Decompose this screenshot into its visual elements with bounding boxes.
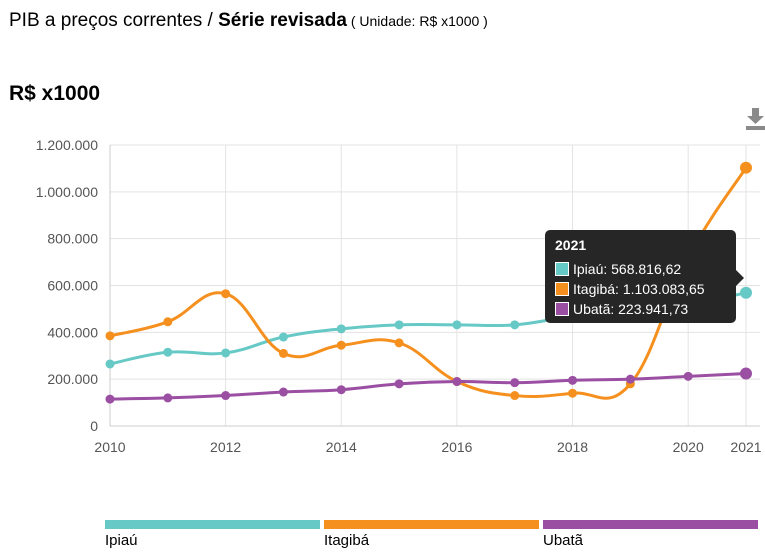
y-tick-label: 0 [90, 418, 98, 434]
data-point-ipiau [510, 320, 520, 330]
tooltip-row-ipiau: Ipiaú: 568.816,62 [555, 261, 681, 277]
legend-label-ipiau: Ipiaú [105, 532, 138, 549]
y-tick-label: 1.000.000 [36, 184, 98, 200]
tooltip-swatch-ubata [555, 302, 569, 316]
data-point-itagiba [221, 289, 231, 299]
legend-item-ipiau[interactable]: Ipiaú [105, 520, 320, 550]
legend-item-ubata[interactable]: Ubatã [543, 520, 758, 550]
y-tick-label: 800.000 [47, 231, 98, 247]
data-point-ubata [278, 387, 288, 397]
data-point-ubata [510, 378, 520, 388]
download-icon[interactable] [746, 108, 765, 130]
data-point-ipiau [336, 324, 346, 334]
data-point-ubata [568, 375, 578, 385]
tooltip-text-itagiba: Itagibá: 1.103.083,65 [573, 281, 705, 297]
unit-subtitle: R$ x1000 [9, 82, 101, 105]
x-tick-label: 2012 [210, 439, 241, 455]
legend-label-ubata: Ubatã [543, 532, 584, 549]
data-point-ipiau [452, 320, 462, 330]
series-line-ubata [109, 372, 747, 401]
data-point-ubata [394, 379, 404, 389]
legend-bar-itagiba [324, 520, 539, 529]
tooltip-arrow [736, 270, 744, 286]
data-point-itagiba [105, 331, 115, 341]
data-point-itagiba [278, 348, 288, 358]
data-point-itagiba [510, 391, 520, 401]
data-point-ubata [163, 393, 173, 403]
data-point-ubata [625, 374, 635, 384]
data-point-ipiau [394, 320, 404, 330]
y-tick-label: 400.000 [47, 324, 98, 340]
chart-title: PIB a preços correntes / Série revisada … [9, 10, 488, 32]
data-point-ipiau [278, 332, 288, 342]
x-tick-label: 2014 [326, 439, 357, 455]
data-point-ipiau [221, 348, 231, 358]
x-tick-label: 2018 [557, 439, 588, 455]
tooltip-title: 2021 [555, 237, 587, 253]
y-tick-label: 1.200.000 [36, 137, 98, 153]
data-point-itagiba [163, 317, 173, 327]
x-tick-label: 2010 [94, 439, 125, 455]
title-bold: Série revisada [218, 10, 347, 31]
data-point-ubata [683, 371, 693, 381]
tooltip: 2021 Ipiaú: 568.816,62 Itagibá: 1.103.08… [545, 230, 736, 323]
legend-bar-ubata [543, 520, 758, 529]
data-point-ubata [336, 385, 346, 395]
data-point-itagiba [568, 388, 578, 398]
tooltip-swatch-itagiba [555, 282, 569, 296]
data-point-ubata [105, 394, 115, 404]
data-point-ipiau [163, 347, 173, 357]
data-point-ipiau [105, 359, 115, 369]
data-point-itagiba [740, 161, 752, 174]
data-point-ubata [452, 377, 462, 387]
x-tick-label: 2016 [441, 439, 472, 455]
data-point-ubata [221, 391, 231, 401]
x-tick-label: 2020 [673, 439, 704, 455]
legend-label-itagiba: Itagibá [324, 532, 370, 549]
y-tick-label: 200.000 [47, 371, 98, 387]
data-point-itagiba [336, 340, 346, 350]
y-tick-label: 600.000 [47, 278, 98, 294]
title-unit: ( Unidade: R$ x1000 ) [346, 13, 488, 29]
tooltip-row-itagiba: Itagibá: 1.103.083,65 [555, 281, 705, 297]
tooltip-row-ubata: Ubatã: 223.941,73 [555, 301, 688, 317]
legend-bar-ipiau [105, 520, 320, 529]
legend-item-itagiba[interactable]: Itagibá [324, 520, 539, 550]
tooltip-text-ubata: Ubatã: 223.941,73 [573, 301, 689, 317]
x-tick-label: 2021 [730, 439, 761, 455]
data-point-itagiba [394, 338, 404, 348]
title-main: PIB a preços correntes / [9, 10, 219, 31]
data-point-ipiau [740, 286, 752, 299]
tooltip-swatch-ipiau [555, 262, 569, 276]
data-point-ubata [740, 367, 752, 380]
tooltip-text-ipiau: Ipiaú: 568.816,62 [573, 261, 682, 277]
